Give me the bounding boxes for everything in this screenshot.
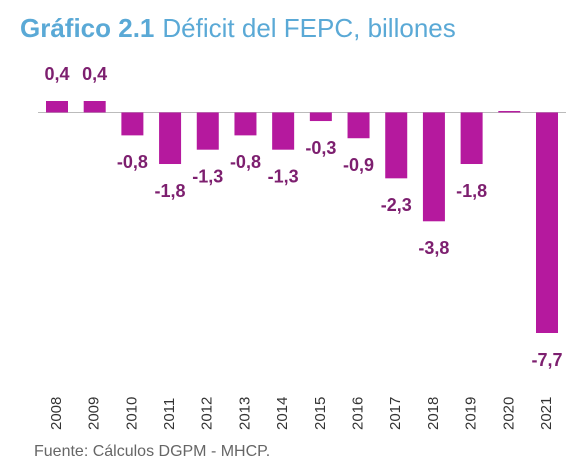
source: Fuente: Cálculos DGPM - MHCP. [34, 443, 270, 460]
x-tick-label: 2012 [199, 397, 216, 430]
x-tick-label: 2021 [538, 397, 555, 430]
value-label: -0,8 [230, 152, 261, 172]
bar [309, 112, 332, 122]
bar [460, 112, 483, 165]
bar [272, 112, 295, 150]
value-label: 0,4 [44, 64, 69, 84]
bar [121, 112, 144, 136]
value-label: -1,8 [155, 181, 186, 201]
bar [347, 112, 370, 139]
title-line: Gráfico 2.1 Déficit del FEPC, billones [20, 13, 456, 43]
bar [498, 111, 521, 113]
bar [385, 112, 408, 179]
bar [234, 112, 257, 136]
x-tick-label: 2018 [425, 397, 442, 430]
value-label: -1,3 [192, 166, 223, 186]
value-label: -0,9 [343, 155, 374, 175]
x-tick-label: 2017 [387, 397, 404, 430]
chart-title: Gráfico 2.1 [20, 13, 154, 43]
bar [422, 112, 445, 222]
value-label: 0,4 [82, 64, 107, 84]
bar [196, 112, 219, 150]
x-tick-label: 2016 [350, 397, 367, 430]
x-tick-label: 2019 [463, 397, 480, 430]
x-tick-label: 2010 [123, 397, 140, 430]
x-tick-label: 2008 [48, 397, 65, 430]
bar [46, 101, 68, 113]
value-label: -1,3 [268, 166, 299, 186]
x-tick-label: 2009 [86, 397, 103, 430]
value-label: -7,7 [531, 350, 562, 370]
value-label: -2,3 [381, 195, 412, 215]
x-tick-label: 2013 [236, 397, 253, 430]
value-label: -0,8 [117, 152, 148, 172]
value-label: -1,8 [456, 181, 487, 201]
chart-subtitle: Déficit del FEPC, billones [162, 13, 455, 43]
x-tick-label: 2014 [274, 397, 291, 430]
value-label: -3,8 [418, 238, 449, 258]
bar [83, 101, 106, 113]
bar [159, 112, 182, 165]
bar [536, 112, 558, 333]
x-tick-label: 2015 [312, 397, 329, 430]
x-tick-label: 2020 [500, 397, 517, 430]
value-label: -0,3 [305, 138, 336, 158]
x-tick-label: 2011 [161, 398, 178, 430]
